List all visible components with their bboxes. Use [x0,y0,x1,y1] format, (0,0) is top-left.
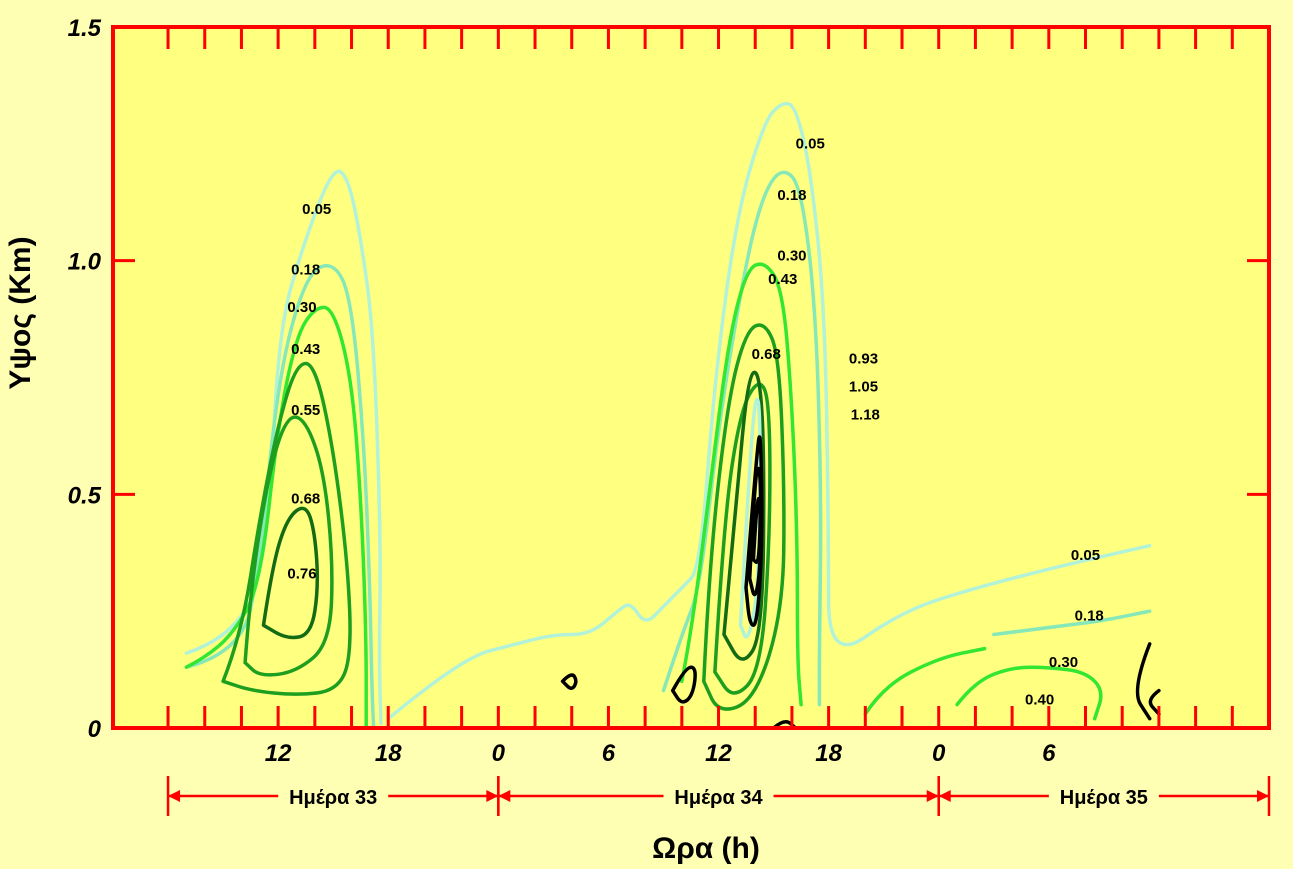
contour-0-3 [955,665,1103,721]
contour-label: 0.30 [287,299,316,316]
day-arrow-right [926,790,939,802]
day-arrow-right [1257,790,1269,802]
day-label: Ημέρα 34 [674,787,763,809]
y-tick-label: 0 [88,716,102,743]
contour-0-43 [702,323,786,711]
plot-frame [111,25,1271,730]
x-tick-label: 0 [492,740,506,767]
x-tick-label: 6 [1042,740,1056,767]
day-label-bg [1048,782,1159,808]
contour-0-3 [680,262,803,707]
x-tick-label: 0 [932,740,946,767]
contour-lines [184,101,1161,730]
contour-label: 0.43 [768,271,797,288]
contour-0-4 [1148,688,1161,716]
x-tick-label: 12 [265,740,292,767]
contour-0-55 [713,382,772,695]
contour-0-4 [560,673,578,690]
contour-label: 0.76 [287,565,316,582]
contour-label: 0.68 [291,491,320,508]
contour-label: 0.05 [1071,547,1100,564]
day-arrow-left [498,790,511,802]
y-tick-labels: 0 0.5 1.0 1.5 [68,15,102,743]
day-label: Ημέρα 33 [289,787,377,809]
x-tick-label: 18 [815,740,842,767]
contour-0-4 [1135,642,1152,721]
day-arrow-left [938,790,951,802]
contour-0-3 [184,305,368,730]
day-arrow-left [168,790,181,802]
x-tick-label: 12 [705,740,732,767]
contour-label: 0.05 [302,201,331,218]
y-tick-label: 0.5 [68,482,102,509]
day-range: Ημέρα 35 [937,776,1271,816]
day-label-bg [663,782,774,808]
contour-label: 0.18 [291,262,320,279]
contour-0-68 [261,506,320,640]
axis-ticks [113,25,1269,730]
contour-label: 0.05 [796,136,825,153]
day-ranges: Ημέρα 33 Ημέρα 34 Ημέρα 35 [166,776,1271,816]
day-arrow-right [486,790,499,802]
contour-label: 0.18 [777,187,806,204]
contour-label: 0.40 [1025,692,1054,709]
contour-label: 0.93 [849,350,878,367]
contour-0-76 [738,397,762,639]
x-axis-title: Ωρα (h) [652,832,760,865]
contour-label: 0.68 [752,346,781,363]
contour-labels: 0.05 0.18 0.30 0.43 0.55 0.68 0.76 0.05 0.18 0.30… [287,136,1103,709]
x-tick-label: 6 [602,740,616,767]
contour-1-18 [751,497,762,564]
contour-0-55 [243,415,334,677]
contour-0-4 [670,665,697,704]
contour-0-18 [992,609,1152,637]
x-tick-label: 18 [375,740,402,767]
y-tick-label: 1.5 [68,15,102,42]
day-label: Ημέρα 35 [1060,787,1148,809]
contour-label: 0.55 [291,402,320,419]
y-axis-title: Υψος (Km) [4,236,37,389]
contour-0-68 [722,370,766,661]
y-tick-label: 1.0 [68,249,102,276]
contour-label: 0.30 [1049,654,1078,671]
contour-0-05 [386,101,1152,721]
contour-label: 0.43 [291,341,320,358]
contour-label: 1.18 [851,407,880,424]
day-range: Ημέρα 33 [166,776,500,816]
contour-label: 0.30 [777,248,806,265]
x-tick-labels: 12 18 0 6 12 18 0 6 [265,740,1056,767]
contour-0-18 [184,264,376,730]
contour-label: 0.18 [1075,608,1104,625]
day-range: Ημέρα 34 [497,776,940,816]
contour-label: 1.05 [849,379,878,396]
contour-0-3 [863,646,987,716]
day-label-bg [278,782,389,808]
contour-0-18 [661,170,823,707]
